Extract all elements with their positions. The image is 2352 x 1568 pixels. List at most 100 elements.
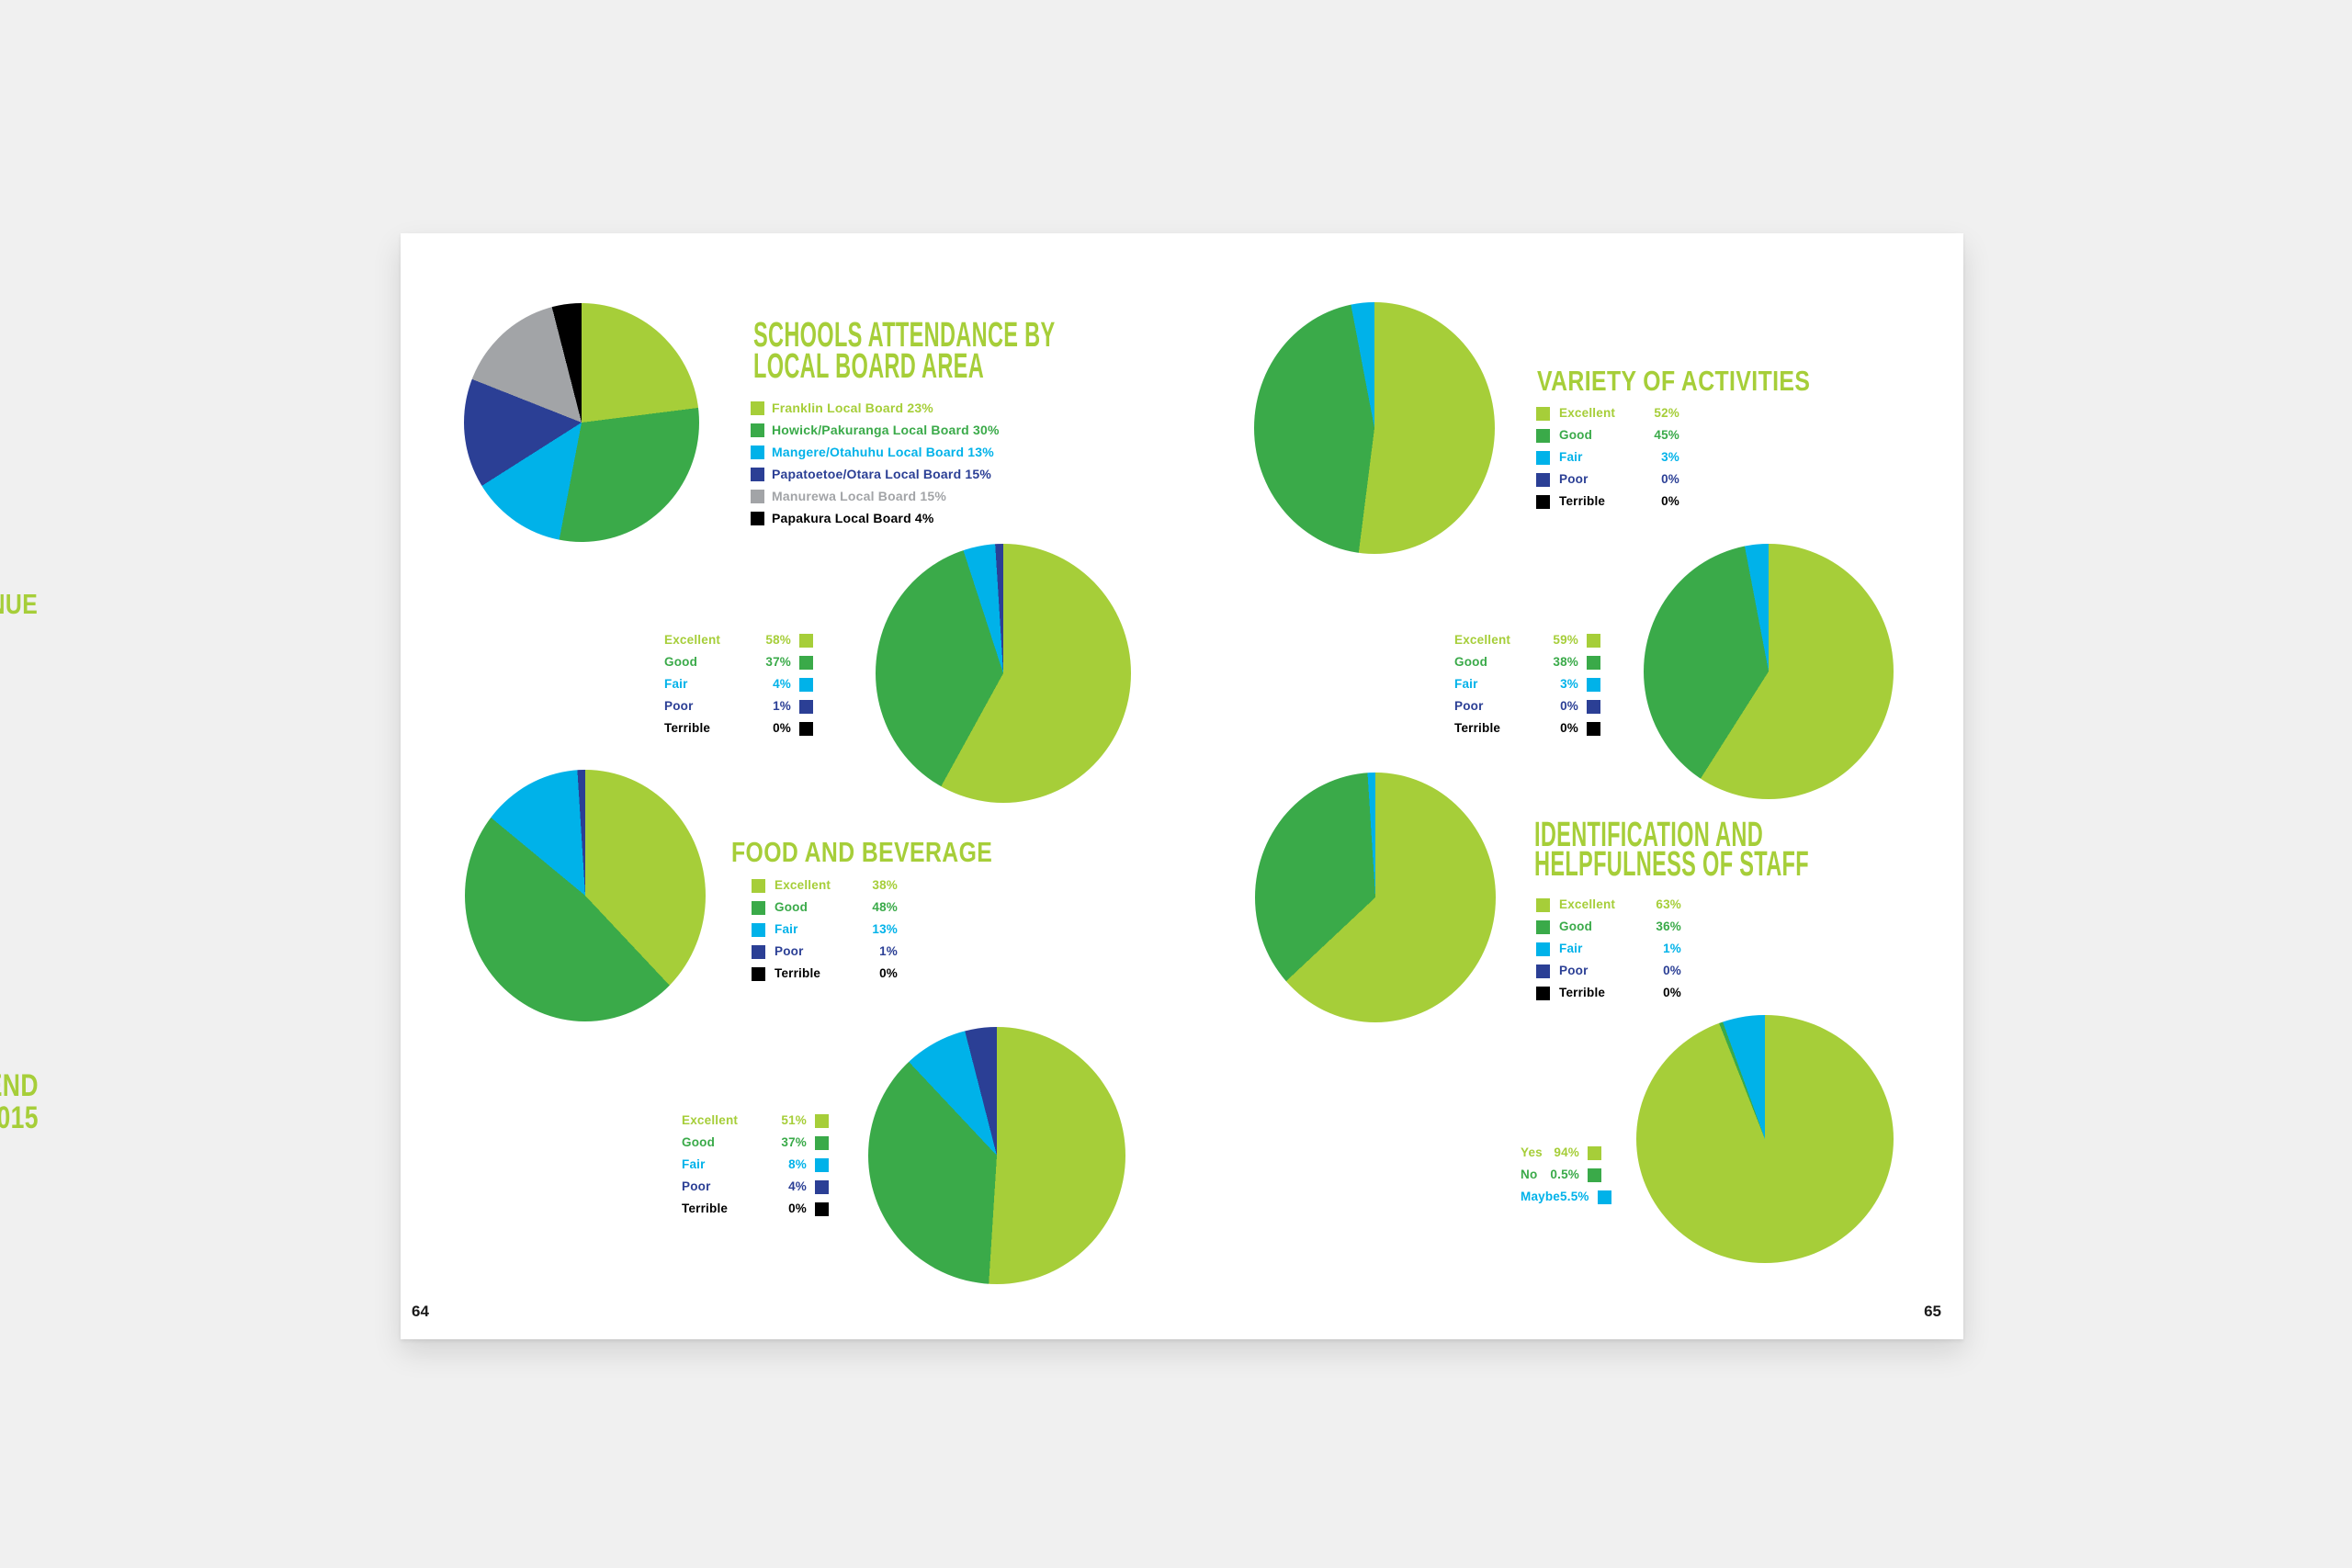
legend-item: Excellent 38%: [752, 874, 898, 897]
pie-graphic: [1644, 544, 1894, 799]
legend-color-swatch: [815, 1201, 829, 1216]
legend-label: Terrible: [1559, 494, 1606, 509]
legend-value: 37%: [781, 1135, 807, 1150]
pie-graphic: [868, 1027, 1125, 1284]
legend-value: 8%: [788, 1157, 807, 1172]
legend-item: Fair 3%: [1536, 446, 1679, 468]
legend-item: Fair 8%: [682, 1154, 829, 1176]
legend-label: Poor: [1559, 472, 1589, 487]
legend-item: Terrible 0%: [752, 963, 898, 985]
legend-item: Excellent 63%: [1536, 894, 1681, 916]
legend-color-swatch: [799, 721, 813, 736]
legend-color-swatch: [1536, 942, 1550, 956]
legend-color-swatch: [799, 633, 813, 648]
legend-item: Fair 1%: [1536, 938, 1681, 960]
chart-legend: Yes 94% No 0.5% Maybe 5.5%: [1521, 1142, 1611, 1208]
chart-title-line: HELPFULNESS OF STAFF: [1534, 845, 1809, 884]
legend-color-swatch: [751, 489, 764, 503]
legend-color-swatch: [815, 1113, 829, 1128]
legend-color-swatch: [1587, 677, 1600, 692]
legend-item: Good 38%: [1454, 651, 1600, 673]
legend-item: Poor 0%: [1536, 960, 1681, 982]
legend-label: Fair: [1559, 942, 1583, 956]
chart-legend: Excellent 59% Good 38% Fair 3% Poor 0% T…: [1454, 629, 1600, 739]
legend-value: 3%: [1560, 677, 1578, 692]
legend-item: Poor 1%: [664, 695, 813, 717]
legend-color-swatch: [752, 966, 765, 981]
legend-item: Excellent 52%: [1536, 402, 1679, 424]
chart-title: CHOICE OF VENUE: [0, 590, 38, 618]
legend-value: 63%: [1656, 897, 1681, 912]
legend-color-swatch: [1536, 450, 1550, 465]
chart-legend: Excellent 38% Good 48% Fair 13% Poor 1% …: [752, 874, 898, 985]
legend-item: Franklin Local Board 23%: [751, 397, 1045, 419]
legend-value: 0%: [773, 721, 791, 736]
legend-label: Fair: [775, 922, 798, 937]
legend-color-swatch: [1536, 964, 1550, 978]
legend-item: Fair 13%: [752, 919, 898, 941]
legend-value: 45%: [1654, 428, 1679, 443]
legend-value: 52%: [1654, 406, 1679, 421]
legend-color-swatch: [1587, 699, 1600, 714]
legend-label: Manurewa Local Board 15%: [772, 489, 946, 503]
legend-value: 4%: [788, 1179, 807, 1194]
legend-label: Howick/Pakuranga Local Board 30%: [772, 423, 1000, 437]
legend-item: Terrible 0%: [1536, 982, 1681, 1004]
legend-value: 36%: [1656, 919, 1681, 934]
legend-value: 0%: [1661, 472, 1679, 487]
legend-item: Yes 94%: [1521, 1142, 1601, 1164]
legend-label: Fair: [664, 677, 688, 692]
legend-value: 1%: [879, 944, 898, 959]
legend-item: Excellent 59%: [1454, 629, 1600, 651]
legend-label: Excellent: [1559, 897, 1616, 912]
page-number-right: 65: [1924, 1303, 1941, 1320]
legend-value: 0%: [788, 1201, 807, 1216]
chart-title-line: FOOD AND BEVERAGE: [731, 836, 993, 868]
legend-label: Fair: [1454, 677, 1478, 692]
legend-label: No: [1521, 1168, 1538, 1182]
legend-label: Fair: [1559, 450, 1583, 465]
legend-label: Poor: [775, 944, 804, 959]
legend-value: 0%: [1661, 494, 1679, 509]
legend-item: Good 37%: [682, 1132, 829, 1154]
legend-value: 0%: [1663, 964, 1681, 978]
chart-title: IDENTIFICATION AND HELPFULNESS OF STAFF: [1534, 818, 1809, 884]
legend-color-swatch: [1536, 919, 1550, 934]
legend-item: Good 37%: [664, 651, 813, 673]
legend-color-swatch: [1588, 1145, 1601, 1160]
legend-label: Excellent: [775, 878, 831, 893]
chart-legend: Franklin Local Board 23% Howick/Pakurang…: [751, 397, 1045, 529]
legend-label: Excellent: [1454, 633, 1511, 648]
chart-title-line: SCHOOLS ATTENDANCE BY: [753, 316, 1056, 355]
legend-color-swatch: [1536, 494, 1550, 509]
legend-value: 38%: [872, 878, 898, 893]
legend-value: 3%: [1661, 450, 1679, 465]
legend-item: Excellent 58%: [664, 629, 813, 651]
legend-color-swatch: [751, 423, 764, 437]
pie-graphic: [1255, 773, 1496, 1022]
chart-legend: Excellent 52% Good 45% Fair 3% Poor 0% T…: [1536, 402, 1679, 513]
legend-label: Good: [664, 655, 698, 670]
legend-item: No 0.5%: [1521, 1164, 1601, 1186]
legend-item: Poor 4%: [682, 1176, 829, 1198]
legend-label: Franklin Local Board 23%: [772, 400, 933, 415]
legend-item: Manurewa Local Board 15%: [751, 485, 1045, 507]
legend-color-swatch: [1536, 406, 1550, 421]
legend-item: Poor 0%: [1454, 695, 1600, 717]
legend-value: 0%: [1560, 699, 1578, 714]
legend-value: 0%: [1560, 721, 1578, 736]
legend-color-swatch: [1587, 721, 1600, 736]
legend-value: 37%: [765, 655, 791, 670]
legend-label: Good: [1559, 919, 1593, 934]
legend-item: Howick/Pakuranga Local Board 30%: [751, 419, 1045, 441]
legend-label: Good: [682, 1135, 716, 1150]
legend-color-swatch: [751, 511, 764, 525]
legend-color-swatch: [751, 467, 764, 481]
legend-label: Poor: [664, 699, 694, 714]
page-number-left: 64: [412, 1303, 429, 1320]
legend-value: 38%: [1553, 655, 1578, 670]
legend-value: 48%: [872, 900, 898, 915]
legend-color-swatch: [815, 1157, 829, 1172]
chart-title: WOULD LIKE TO ATTENDTHIS EVENT IN 2015: [0, 1070, 39, 1134]
chart-title-line: WOULD LIKE TO ATTEND: [0, 1068, 39, 1103]
